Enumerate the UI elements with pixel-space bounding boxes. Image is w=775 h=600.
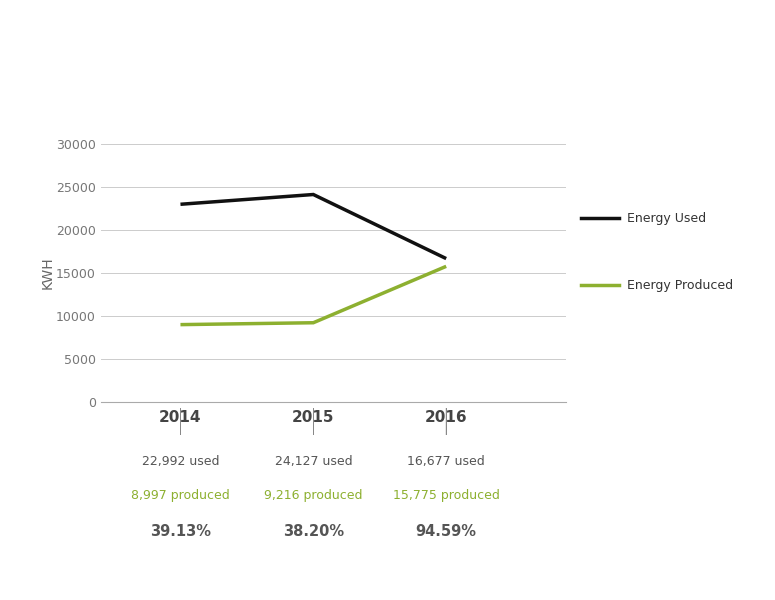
Y-axis label: KWH: KWH	[40, 257, 55, 289]
Text: 22,992 used: 22,992 used	[142, 455, 219, 469]
Text: 8,997 produced: 8,997 produced	[131, 488, 230, 502]
Text: 94.59%: 94.59%	[415, 523, 477, 539]
Text: 16,677 used: 16,677 used	[408, 455, 485, 469]
Text: Energy Used: Energy Used	[627, 212, 706, 224]
Text: 9,216 produced: 9,216 produced	[264, 488, 363, 502]
Text: Energy Usage & Production: 3 Year Overview: Energy Usage & Production: 3 Year Overvi…	[19, 64, 391, 79]
Text: 15,775 produced: 15,775 produced	[393, 488, 500, 502]
Text: Energy Produced: Energy Produced	[627, 279, 733, 292]
Text: SAMSEL ARCHITECTS: SAMSEL ARCHITECTS	[19, 22, 271, 46]
Text: 24,127 used: 24,127 used	[274, 455, 352, 469]
Text: 39.13%: 39.13%	[150, 523, 211, 539]
Text: 38.20%: 38.20%	[283, 523, 344, 539]
